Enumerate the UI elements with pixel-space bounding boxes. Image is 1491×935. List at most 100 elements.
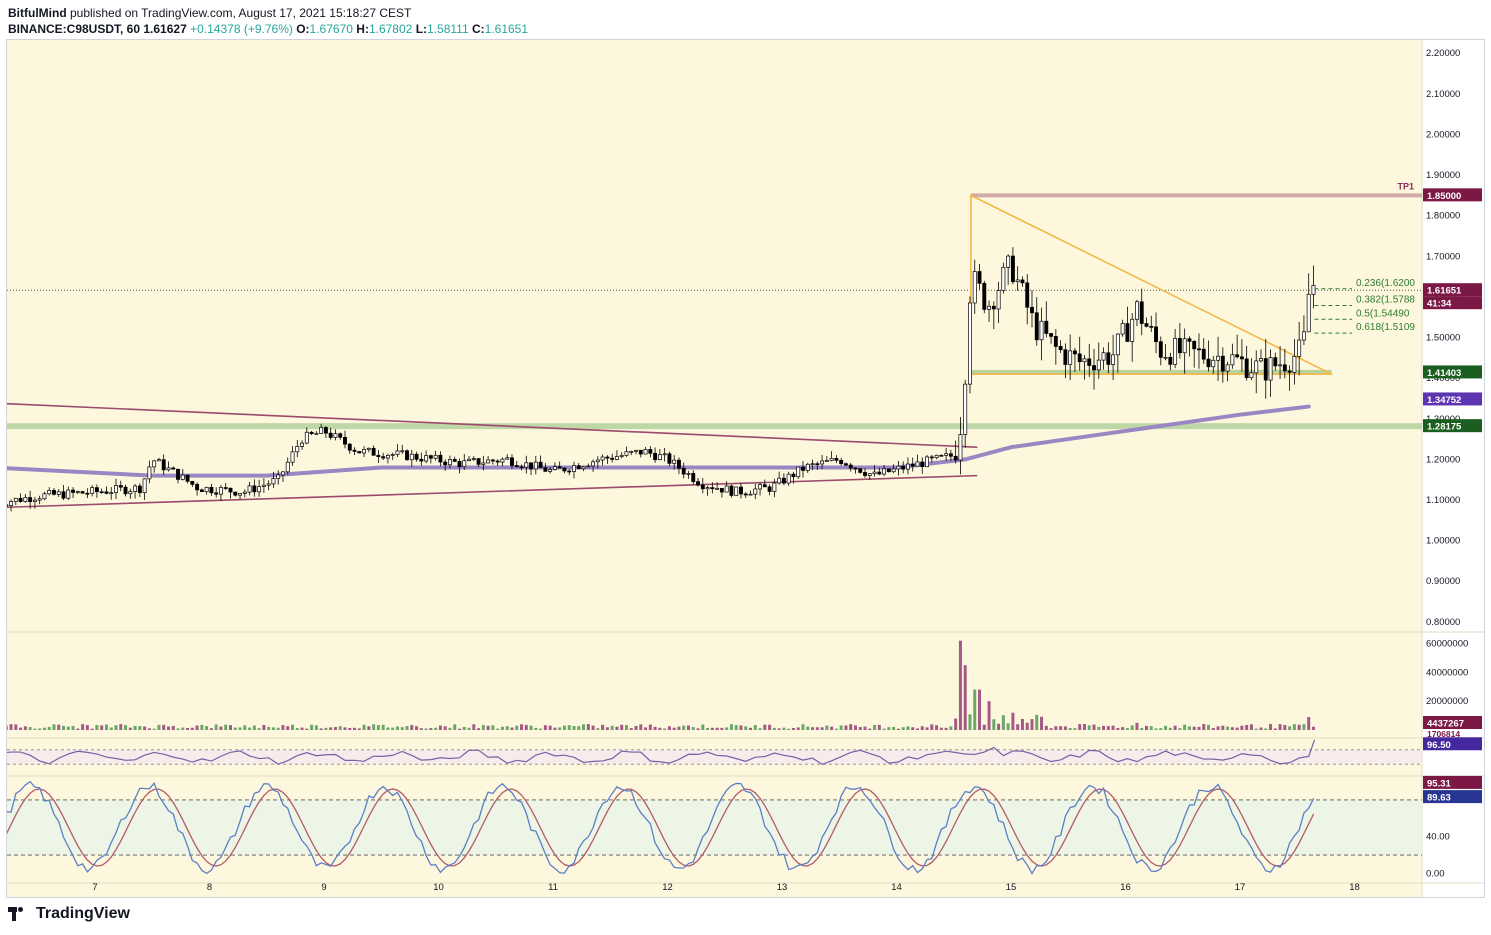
volume-bar [1106,726,1110,730]
candle-body [409,453,414,461]
volume-bar [1073,728,1077,730]
candle-body [724,485,729,493]
candle-body [290,451,295,463]
volume-bar [1092,724,1096,730]
support-zone-1-28 [7,423,1422,430]
candle-body [1125,323,1130,342]
ema-price-tag-bg [1423,392,1482,406]
candle-body [1049,333,1054,337]
volume-bar [644,727,648,730]
chart-container[interactable]: 0.800000.900001.000001.100001.200001.300… [6,39,1485,898]
volume-bar [1025,722,1029,730]
volume-bar [787,728,791,730]
volume-bar [1221,725,1225,730]
volume-bar [677,726,681,730]
volume-bar [1269,724,1273,730]
volume-bar [715,727,719,730]
volume-bar [801,724,805,730]
candle-body [376,454,381,458]
fib-level-label: 0.382(1.5788 [1356,295,1415,306]
candle-body [681,467,686,475]
volume-bar [639,724,643,730]
volume-bar [195,725,199,730]
volume-bar [1202,723,1206,730]
price-axis-tick: 2.10000 [1426,89,1460,100]
volume-bar [376,725,380,730]
open-value: 1.67670 [309,22,353,36]
volume-bar [1187,726,1191,730]
volume-bar [324,727,328,730]
symbol-label[interactable]: BINANCE:C98USDT, 60 [8,22,141,36]
candle-body [877,471,882,475]
volume-bar [944,727,948,730]
volume-bar [558,727,562,730]
candle-body [867,473,872,476]
volume-bar [963,665,967,730]
candle-body [314,433,319,435]
candle-body [987,305,992,310]
open-label: O: [296,22,310,36]
volume-bar [90,728,94,730]
candle-body [514,465,519,468]
candle-body [743,493,748,496]
candle-body [118,485,123,488]
published-text: published on TradingView.com, August 17,… [66,6,412,20]
candle-body [1096,359,1101,371]
chart-header: BitfulMind published on TradingView.com,… [8,5,528,37]
publisher-name[interactable]: BitfulMind [8,6,67,20]
volume-axis-tick: 40000000 [1426,667,1468,678]
fib-level-label: 0.236(1.6200 [1356,278,1415,289]
candle-body [1158,341,1163,358]
candle-body [195,484,200,491]
candle-body [824,460,829,462]
volume-bar [395,726,399,730]
volume-bar [701,724,705,730]
brand-name[interactable]: TradingView [36,905,130,922]
x-axis-tick: 9 [321,882,326,893]
volume-bar [1049,728,1053,730]
volume-bar [7,725,8,730]
chart-canvas[interactable]: 0.800000.900001.000001.100001.200001.300… [7,40,1484,897]
candle-body [133,485,138,492]
candle-body [1101,352,1106,361]
candle-body [1034,312,1039,341]
volume-bar [1207,724,1211,730]
price-axis-background [1422,40,1484,897]
volume-bar [825,725,829,730]
candle-body [705,487,710,490]
candle-body [285,461,290,473]
candle-body [333,433,338,438]
candle-body [519,466,524,469]
volume-bar [729,724,733,730]
candle-body [500,458,505,463]
volume-axis-tick: 60000000 [1426,639,1468,650]
candle-body [734,486,739,496]
volume-bar [362,724,366,730]
candle-body [958,434,963,461]
volume-bar [1278,724,1282,730]
candle-body [147,466,152,480]
candle-body [75,491,80,493]
ema-line [7,404,1311,478]
price-axis-tick: 1.10000 [1426,495,1460,506]
volume-bar [1245,724,1249,730]
candle-body [109,492,114,495]
candle-body [1235,354,1240,358]
candle-body [467,458,471,462]
volume-bar [839,725,843,730]
candle-body [80,491,85,494]
candle-body [953,455,958,461]
volume-bar [524,724,528,730]
candle-body [71,489,76,493]
volume-bar [1087,725,1091,730]
volume-bar [753,725,757,730]
close-label: C: [471,22,485,36]
volume-bar [582,724,586,730]
candle-body [371,447,376,456]
candle-body [872,471,877,475]
volume-bar [348,727,352,730]
volume-bar [114,725,118,730]
candle-body [1220,355,1225,372]
volume-bar [896,728,900,730]
volume-bar [333,727,337,730]
